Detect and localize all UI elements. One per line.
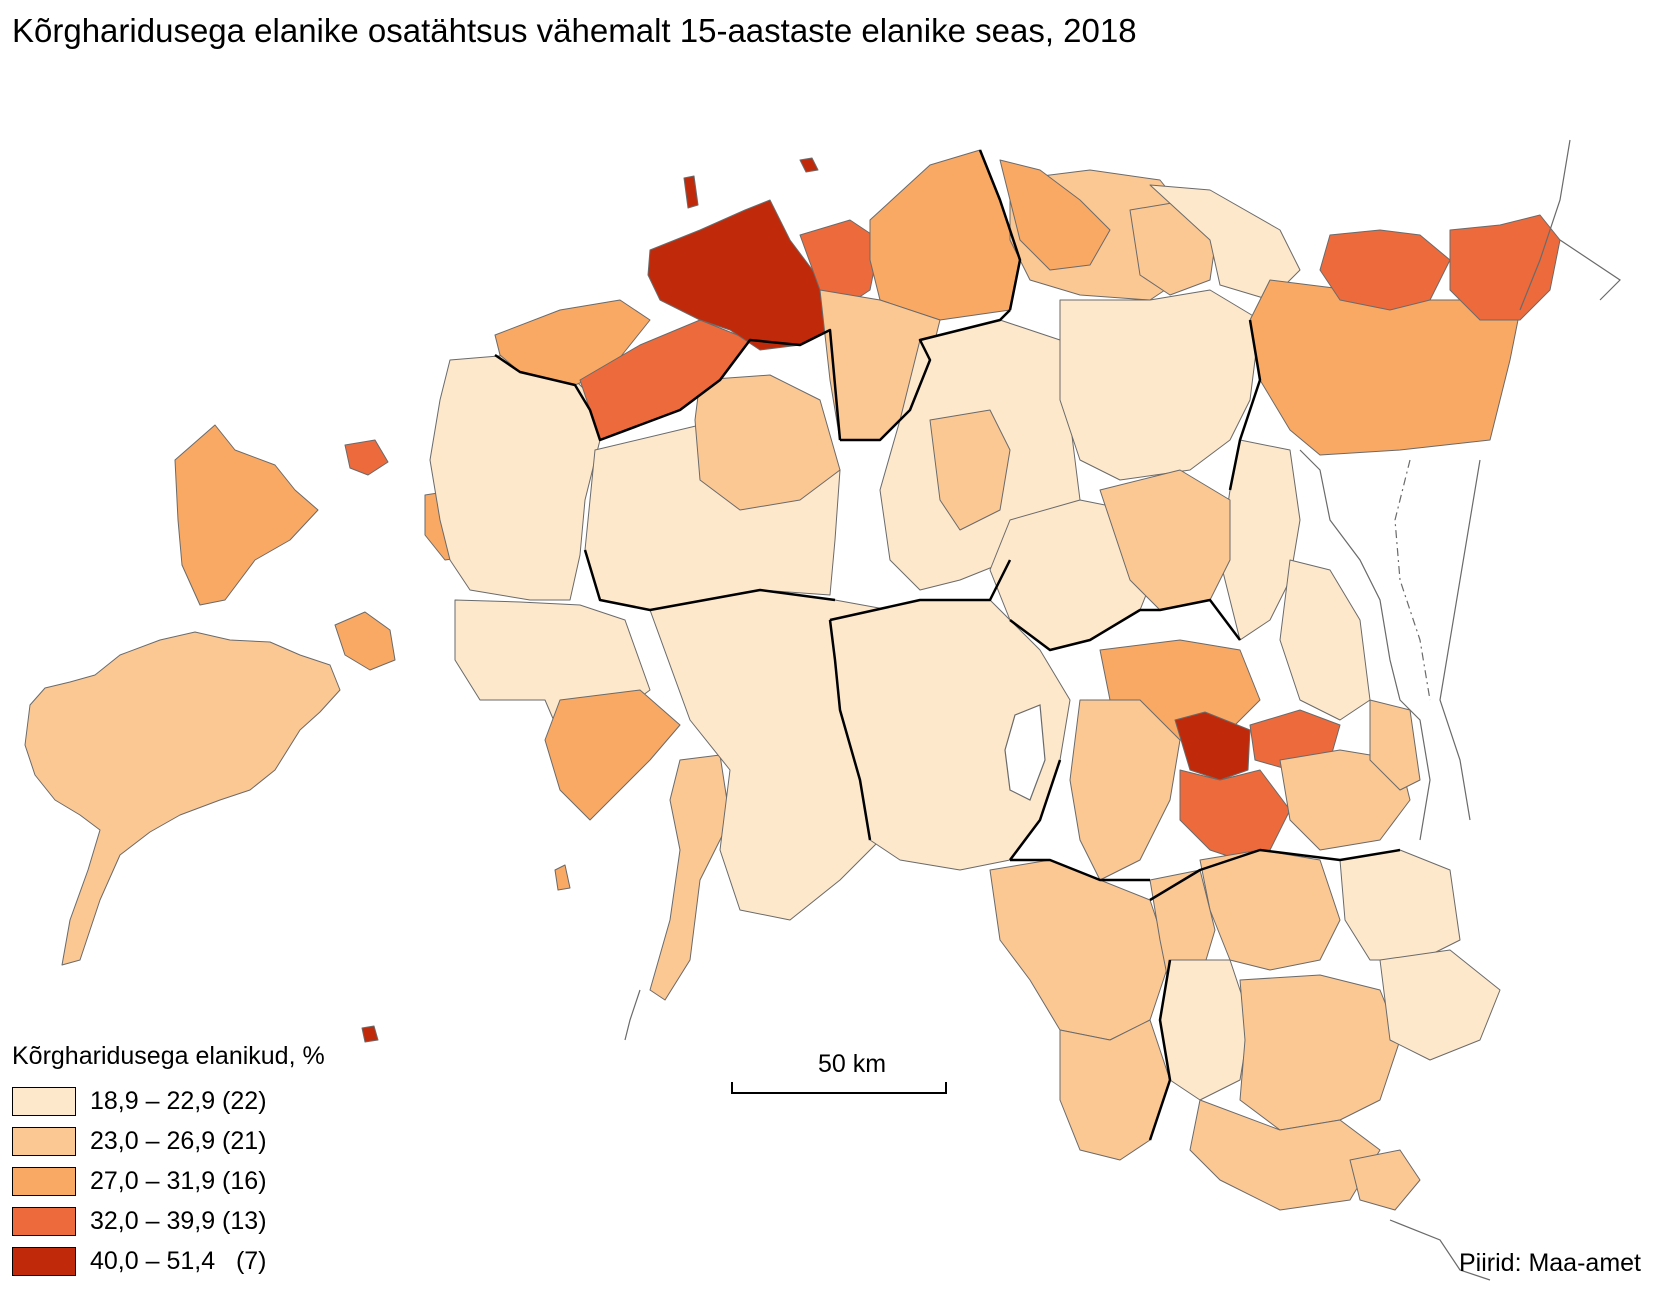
region-tartu-north xyxy=(1069,699,1181,881)
region-tarva xyxy=(1059,1019,1171,1161)
legend-swatch xyxy=(12,1206,76,1236)
legend-item: 18,9 – 22,9 (22) xyxy=(12,1081,325,1121)
narva-river xyxy=(1519,139,1571,311)
county-border-jogeva-tartu xyxy=(1009,598,1241,652)
region-parnu-city xyxy=(544,689,681,821)
region-voru-center xyxy=(1239,974,1401,1131)
region-ruhnu xyxy=(361,1025,379,1043)
region-muhu xyxy=(334,611,396,671)
russia-coast xyxy=(1559,239,1621,301)
region-kihnu xyxy=(554,864,571,891)
map-title: Kõrgharidusega elanike osatähtsus vähema… xyxy=(12,12,1137,49)
region-jogeva-center xyxy=(1099,469,1231,611)
region-kastre xyxy=(1279,749,1411,851)
region-tallinn xyxy=(647,199,831,351)
legend-label: 23,0 – 26,9 (21) xyxy=(90,1126,267,1155)
scale-bar-label: 50 km xyxy=(818,1050,887,1078)
region-haljala xyxy=(999,159,1111,271)
county-border-valga xyxy=(1010,858,1150,882)
county-border-virumaa-ida xyxy=(1228,319,1262,491)
legend-label: 18,9 – 22,9 (22) xyxy=(90,1086,267,1115)
region-mustvee xyxy=(1279,559,1371,721)
legend-swatch xyxy=(12,1166,76,1196)
lake-peipsi-shore xyxy=(1299,449,1431,841)
region-parnu-east xyxy=(649,589,891,921)
legend-title: Kõrgharidusega elanikud, % xyxy=(12,1042,325,1070)
region-kambja xyxy=(1179,769,1291,861)
county-border-harju-jarva xyxy=(840,309,1011,442)
region-rakvere-area xyxy=(1059,289,1261,481)
scale-bar xyxy=(731,1082,947,1094)
legend-label: 32,0 – 39,9 (13) xyxy=(90,1206,267,1235)
legend-item: 27,0 – 31,9 (16) xyxy=(12,1161,325,1201)
latvia-border xyxy=(1389,1219,1491,1281)
region-vormsi xyxy=(344,439,389,476)
lake-vortsjarv xyxy=(1004,704,1046,801)
county-border-polva-voru xyxy=(1149,848,1401,902)
county-border-harju-laane xyxy=(494,353,641,442)
county-border-viljandi-tartu xyxy=(1009,759,1062,861)
region-hiiumaa xyxy=(174,424,319,606)
region-rapina xyxy=(1369,699,1421,791)
county-border-jarva-viljandi xyxy=(829,559,1012,622)
gulf-riga-coast xyxy=(624,989,641,1041)
region-setomaa xyxy=(1379,949,1501,1061)
lake-peipsi-east-shore xyxy=(1439,459,1481,821)
legend: Kõrgharidusega elanikud, % 18,9 – 22,9 (… xyxy=(12,1042,325,1281)
region-naissaar xyxy=(683,175,699,209)
region-kuusalu xyxy=(869,149,1021,321)
legend-swatch xyxy=(12,1086,76,1116)
region-narva xyxy=(1449,214,1561,321)
region-laanemaa xyxy=(429,354,601,601)
source-note: Piirid: Maa-amet xyxy=(1459,1249,1641,1277)
region-prangli xyxy=(799,157,819,173)
legend-item: 23,0 – 26,9 (21) xyxy=(12,1121,325,1161)
region-paide xyxy=(929,409,1011,531)
region-misso xyxy=(1349,1149,1421,1211)
region-kohtla-jarve xyxy=(1319,229,1451,311)
legend-item: 32,0 – 39,9 (13) xyxy=(12,1201,325,1241)
county-border-harju-virumaa xyxy=(978,149,1022,311)
county-border-valga-voru xyxy=(1148,959,1172,1141)
legend-swatch xyxy=(12,1126,76,1156)
region-haademeeste xyxy=(649,754,731,1001)
legend-swatch xyxy=(12,1246,76,1276)
region-rapla-center xyxy=(694,374,841,511)
region-tartu-city xyxy=(1174,711,1251,781)
region-saaremaa xyxy=(24,631,341,966)
county-border-parnu-viljandi xyxy=(828,619,872,841)
county-border-rapla-parnu xyxy=(583,549,836,612)
region-rouge xyxy=(1189,1099,1381,1211)
region-polvamaa xyxy=(1199,849,1341,971)
legend-label: 27,0 – 31,9 (16) xyxy=(90,1166,267,1195)
region-vorumaa-west xyxy=(1159,959,1251,1101)
russia-border-line xyxy=(1394,459,1431,701)
region-polva-east xyxy=(1339,849,1461,961)
county-border-harju-rapla xyxy=(639,328,842,441)
legend-item: 40,0 – 51,4 (7) xyxy=(12,1241,325,1281)
region-valgamaa xyxy=(989,859,1171,1041)
legend-label: 40,0 – 51,4 (7) xyxy=(90,1246,267,1275)
